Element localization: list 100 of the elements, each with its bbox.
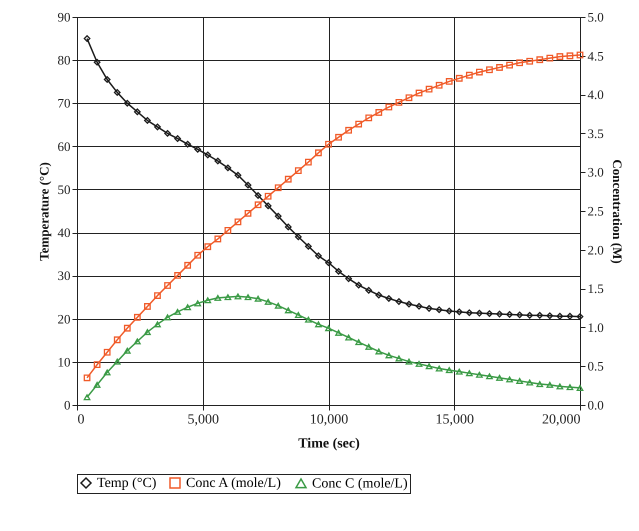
point bbox=[304, 316, 312, 323]
point bbox=[144, 117, 151, 124]
point bbox=[154, 292, 161, 299]
point bbox=[396, 98, 402, 106]
point bbox=[556, 312, 564, 320]
point bbox=[184, 304, 192, 310]
point bbox=[164, 282, 171, 289]
point bbox=[385, 104, 392, 110]
point bbox=[114, 89, 121, 96]
point bbox=[264, 298, 272, 305]
y2-tick-label: 2.0 bbox=[588, 242, 604, 258]
point bbox=[355, 339, 362, 346]
point bbox=[416, 90, 422, 96]
point bbox=[436, 82, 443, 89]
point bbox=[174, 272, 181, 279]
point bbox=[114, 336, 121, 344]
point bbox=[244, 210, 252, 217]
y-tick-label: 30 bbox=[58, 268, 70, 284]
point bbox=[486, 373, 493, 380]
point bbox=[104, 348, 111, 356]
point bbox=[406, 358, 412, 365]
y-tick-label: 20 bbox=[58, 311, 70, 326]
point bbox=[144, 303, 151, 310]
point bbox=[576, 313, 584, 320]
point bbox=[304, 158, 312, 166]
point bbox=[456, 308, 463, 316]
x-tick-label: 20,000 bbox=[542, 412, 580, 428]
point bbox=[335, 330, 342, 336]
point bbox=[546, 54, 554, 62]
x-tick-label: 0 bbox=[78, 412, 84, 428]
point bbox=[304, 242, 312, 250]
point bbox=[94, 361, 101, 368]
point bbox=[154, 321, 161, 328]
point bbox=[426, 86, 432, 93]
point bbox=[294, 167, 302, 174]
point bbox=[315, 149, 322, 156]
point bbox=[335, 268, 342, 275]
point bbox=[396, 298, 402, 305]
point bbox=[446, 78, 453, 85]
point bbox=[466, 72, 473, 79]
point bbox=[134, 338, 141, 344]
point bbox=[516, 378, 524, 384]
point bbox=[476, 310, 483, 317]
point bbox=[254, 192, 262, 199]
point bbox=[506, 311, 513, 318]
y2-tick-label: 3.5 bbox=[588, 126, 604, 141]
point bbox=[184, 140, 192, 148]
point bbox=[335, 134, 342, 141]
point bbox=[375, 292, 382, 298]
point bbox=[476, 372, 483, 378]
point bbox=[506, 62, 513, 68]
point bbox=[365, 344, 372, 350]
point bbox=[375, 109, 382, 116]
point bbox=[446, 308, 453, 314]
point bbox=[576, 384, 584, 391]
y2-tick-label: 3.0 bbox=[588, 164, 604, 180]
point bbox=[134, 314, 141, 321]
point bbox=[194, 300, 202, 306]
point bbox=[284, 224, 292, 230]
point bbox=[224, 227, 232, 234]
point bbox=[516, 59, 524, 66]
point bbox=[536, 56, 544, 64]
point bbox=[274, 212, 282, 220]
point bbox=[355, 120, 362, 128]
point bbox=[426, 363, 432, 370]
point bbox=[234, 293, 242, 300]
point bbox=[456, 368, 463, 375]
y2-tick-label: 4.5 bbox=[588, 48, 604, 64]
point bbox=[325, 259, 332, 266]
point bbox=[396, 355, 402, 362]
point bbox=[204, 297, 212, 304]
point bbox=[345, 334, 352, 341]
point bbox=[214, 158, 222, 164]
y-tick-label: 90 bbox=[58, 10, 70, 24]
point bbox=[244, 182, 252, 189]
point bbox=[466, 370, 473, 376]
point bbox=[486, 310, 493, 317]
point bbox=[496, 64, 503, 71]
point bbox=[516, 312, 524, 318]
point bbox=[84, 394, 90, 400]
point bbox=[234, 172, 242, 179]
point bbox=[506, 376, 513, 382]
y-tick-label: 60 bbox=[58, 138, 70, 154]
point bbox=[315, 321, 322, 328]
point bbox=[104, 369, 111, 376]
y2-axis-title: Concentration (M) bbox=[610, 159, 625, 264]
point bbox=[385, 295, 392, 302]
point bbox=[526, 379, 534, 386]
point bbox=[566, 312, 574, 320]
x-tick-label: 5,000 bbox=[188, 412, 219, 428]
point bbox=[124, 100, 131, 107]
point bbox=[204, 152, 212, 158]
point bbox=[294, 312, 302, 318]
point bbox=[416, 302, 422, 310]
point bbox=[134, 108, 141, 116]
point bbox=[114, 358, 121, 365]
point bbox=[355, 282, 362, 289]
x-tick-label: 15,000 bbox=[436, 412, 474, 428]
y2-tick-label: 0.0 bbox=[588, 398, 604, 412]
point bbox=[144, 329, 151, 336]
